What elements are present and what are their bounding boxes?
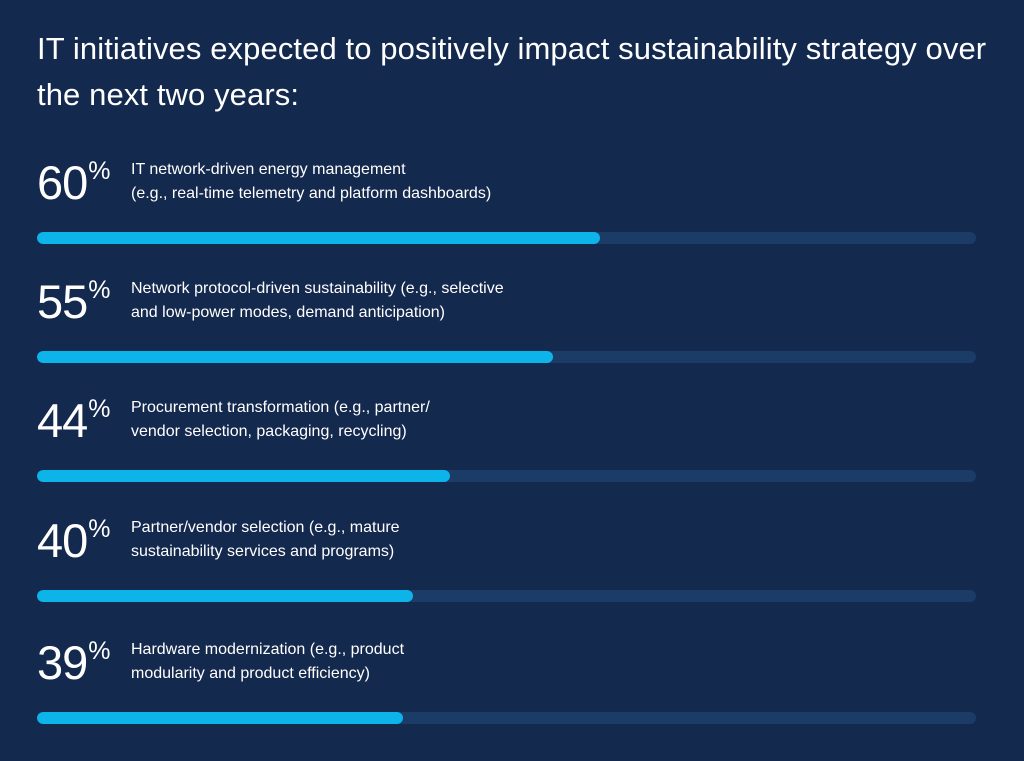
- description-line: Network protocol-driven sustainability (…: [131, 280, 504, 297]
- initiative-item: 40% Partner/vendor selection (e.g., matu…: [37, 516, 976, 606]
- description-line: modularity and product efficiency): [131, 665, 370, 682]
- bar-fill: [37, 470, 451, 482]
- initiative-item: 39% Hardware modernization (e.g., produc…: [37, 638, 976, 728]
- description-line: (e.g., real-time telemetry and platform …: [131, 185, 492, 202]
- initiative-item: 60% IT network-driven energy management …: [37, 158, 976, 248]
- description-line: vendor selection, packaging, recycling): [131, 423, 407, 440]
- percent-sign: %: [88, 395, 111, 423]
- description-line: Partner/vendor selection (e.g., mature: [131, 519, 400, 536]
- description-line: and low-power modes, demand anticipation…: [131, 304, 445, 321]
- percent-number: 39: [37, 636, 88, 689]
- bar-fill: [37, 351, 554, 363]
- description-line: Hardware modernization (e.g., product: [131, 641, 405, 658]
- chart-title: IT initiatives expected to positively im…: [37, 31, 987, 112]
- percent-value: 40%: [37, 514, 111, 567]
- percent-value: 55%: [37, 275, 111, 328]
- bar-track: [37, 590, 976, 602]
- initiative-description: Network protocol-driven sustainability (…: [131, 277, 591, 325]
- initiative-description: IT network-driven energy management (e.g…: [131, 158, 591, 206]
- description-line: sustainability services and programs): [131, 543, 395, 560]
- initiative-item: 55% Network protocol-driven sustainabili…: [37, 277, 976, 367]
- percent-number: 55: [37, 275, 88, 328]
- initiative-description: Hardware modernization (e.g., product mo…: [131, 638, 591, 686]
- bar-track: [37, 712, 976, 724]
- percent-number: 40: [37, 514, 88, 567]
- description-line: IT network-driven energy management: [131, 161, 406, 178]
- bar-track: [37, 470, 976, 482]
- percent-sign: %: [88, 157, 111, 185]
- bar-fill: [37, 712, 404, 724]
- percent-sign: %: [88, 637, 111, 665]
- initiative-item: 44% Procurement transformation (e.g., pa…: [37, 396, 976, 486]
- percent-number: 60: [37, 156, 88, 209]
- percent-sign: %: [88, 515, 111, 543]
- percent-value: 39%: [37, 636, 111, 689]
- bar-track: [37, 351, 976, 363]
- initiative-description: Procurement transformation (e.g., partne…: [131, 396, 591, 444]
- initiative-description: Partner/vendor selection (e.g., mature s…: [131, 516, 591, 564]
- percent-number: 44: [37, 394, 88, 447]
- bar-fill: [37, 232, 601, 244]
- description-line: Procurement transformation (e.g., partne…: [131, 399, 430, 416]
- percent-sign: %: [88, 276, 111, 304]
- percent-value: 44%: [37, 394, 111, 447]
- bar-track: [37, 232, 976, 244]
- bar-fill: [37, 590, 413, 602]
- percent-value: 60%: [37, 156, 111, 209]
